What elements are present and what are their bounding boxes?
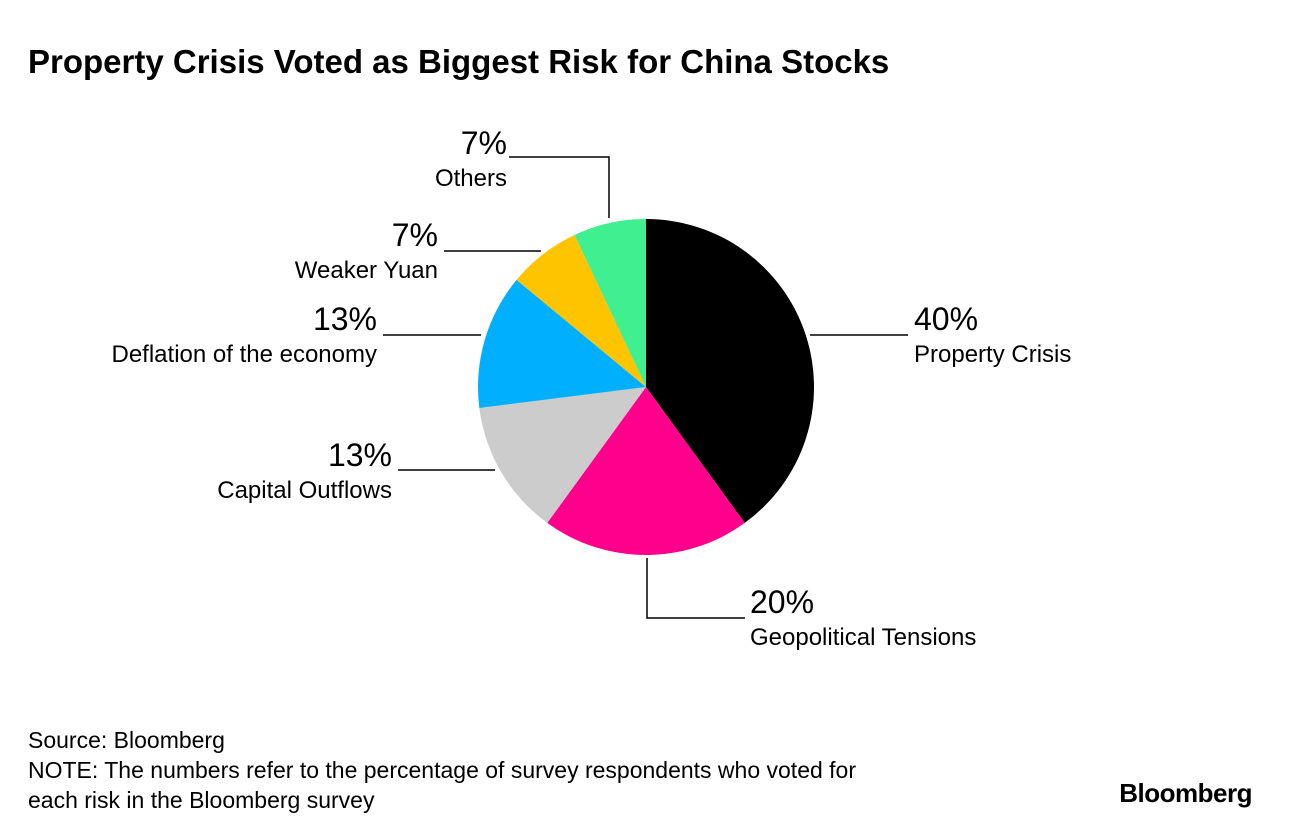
data-label-weaker-yuan: 7%	[392, 217, 438, 253]
category-label-deflation-of-the-economy: Deflation of the economy	[112, 341, 378, 368]
category-label-geopolitical-tensions: Geopolitical Tensions	[750, 624, 976, 651]
leader-line-geopolitical-tensions	[646, 558, 745, 619]
leader-line-others	[509, 156, 610, 218]
footnote-line-2: each risk in the Bloomberg survey	[28, 787, 375, 813]
pie-slice-property-crisis	[646, 219, 814, 523]
category-label-others: Others	[435, 165, 507, 192]
pie-slice-deflation-of-the-economy	[478, 279, 646, 409]
chart-title: Property Crisis Voted as Biggest Risk fo…	[28, 43, 889, 80]
data-label-deflation-of-the-economy: 13%	[313, 301, 377, 337]
source-note: Source: Bloomberg	[28, 727, 225, 753]
category-label-weaker-yuan: Weaker Yuan	[295, 257, 438, 284]
pie-slice-weaker-yuan	[516, 234, 646, 387]
pie-slice-others	[574, 219, 646, 387]
data-label-property-crisis: 40%	[914, 301, 978, 337]
data-label-others: 7%	[461, 125, 507, 161]
category-label-capital-outflows: Capital Outflows	[217, 477, 392, 504]
pie-slice-capital-outflows	[479, 387, 646, 523]
bloomberg-logo: Bloomberg	[1119, 778, 1252, 808]
data-label-geopolitical-tensions: 20%	[750, 584, 814, 620]
pie-slice-geopolitical-tensions	[547, 387, 745, 555]
footnote-line-1: NOTE: The numbers refer to the percentag…	[28, 757, 856, 783]
data-label-capital-outflows: 13%	[328, 437, 392, 473]
category-label-property-crisis: Property Crisis	[914, 341, 1071, 368]
